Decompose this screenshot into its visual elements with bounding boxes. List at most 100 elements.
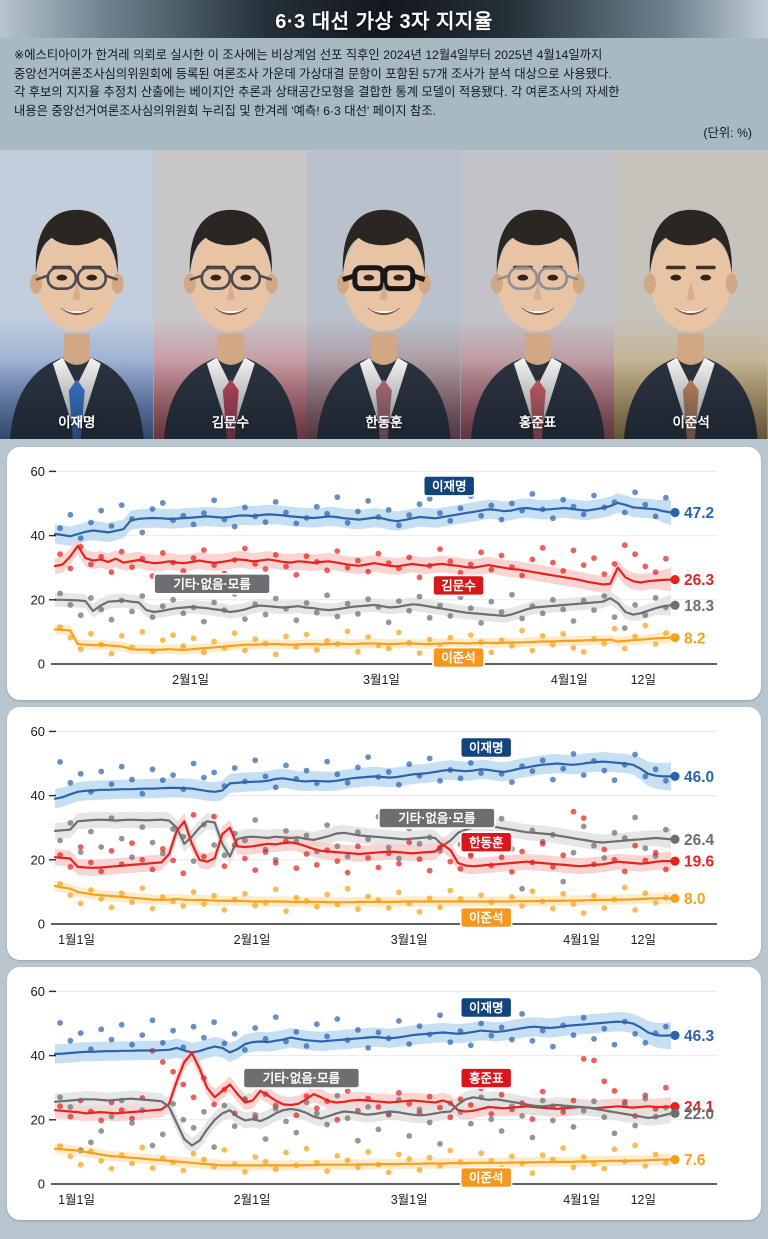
poll-point bbox=[108, 569, 115, 576]
poll-point bbox=[98, 1158, 105, 1164]
poll-point bbox=[632, 1122, 638, 1129]
poll-point bbox=[303, 851, 310, 857]
poll-point bbox=[149, 866, 156, 873]
poll-point bbox=[231, 630, 238, 637]
poll-point bbox=[447, 1147, 454, 1154]
poll-point bbox=[355, 648, 361, 655]
series-badge: 김문수 bbox=[432, 574, 485, 597]
poll-point bbox=[539, 757, 546, 764]
poll-point bbox=[139, 529, 146, 536]
poll-point bbox=[221, 1102, 228, 1109]
poll-point bbox=[88, 1139, 94, 1146]
poll-point bbox=[488, 1032, 495, 1039]
poll-point bbox=[344, 853, 351, 860]
poll-point bbox=[57, 881, 63, 887]
poll-point bbox=[334, 1092, 341, 1099]
poll-point bbox=[190, 555, 197, 561]
poll-point bbox=[529, 647, 536, 654]
poll-point bbox=[426, 755, 433, 762]
poll-point bbox=[242, 837, 248, 844]
poll-point bbox=[478, 549, 484, 556]
poll-point bbox=[108, 847, 115, 854]
y-tick-label: 20 bbox=[31, 852, 45, 867]
poll-point bbox=[632, 907, 638, 913]
poll-point bbox=[663, 494, 669, 501]
poll-point bbox=[201, 774, 207, 781]
poll-point bbox=[355, 611, 361, 617]
poll-point bbox=[539, 1027, 546, 1034]
poll-point bbox=[170, 596, 177, 603]
poll-point bbox=[663, 777, 669, 784]
poll-point bbox=[159, 777, 166, 784]
poll-point bbox=[642, 857, 649, 864]
poll-point bbox=[283, 1118, 289, 1125]
poll-point bbox=[293, 1029, 300, 1035]
poll-point bbox=[190, 812, 197, 818]
poll-point bbox=[365, 836, 371, 843]
poll-point bbox=[509, 643, 515, 649]
poll-point bbox=[324, 1121, 330, 1128]
poll-point bbox=[580, 562, 587, 568]
poll-point bbox=[313, 647, 320, 653]
poll-point bbox=[416, 856, 423, 863]
poll-point bbox=[570, 808, 577, 815]
poll-point bbox=[437, 1104, 443, 1111]
poll-point bbox=[385, 905, 392, 911]
poll-point bbox=[601, 1114, 608, 1121]
poll-point bbox=[539, 840, 546, 847]
candidate-name-label: 한동훈 bbox=[365, 415, 403, 430]
series-badge: 이재명 bbox=[459, 736, 513, 759]
poll-point bbox=[519, 903, 525, 909]
poll-point bbox=[632, 551, 638, 558]
poll-point bbox=[570, 849, 577, 856]
poll-point bbox=[642, 622, 649, 629]
poll-point bbox=[385, 844, 392, 851]
poll-point bbox=[355, 906, 361, 913]
poll-point bbox=[170, 632, 177, 638]
poll-point bbox=[580, 823, 587, 830]
poll-point bbox=[457, 505, 464, 512]
poll-point bbox=[539, 544, 546, 551]
poll-point bbox=[283, 1149, 289, 1156]
poll-point bbox=[303, 1145, 310, 1152]
svg-text:홍준표: 홍준표 bbox=[469, 1071, 504, 1086]
poll-point bbox=[642, 773, 649, 780]
poll-point bbox=[355, 1164, 361, 1171]
trend-line bbox=[53, 628, 673, 651]
poll-point bbox=[262, 1136, 269, 1142]
poll-point bbox=[385, 619, 392, 626]
candidate-name-label: 홍준표 bbox=[518, 415, 557, 430]
poll-point bbox=[88, 561, 94, 568]
poll-point bbox=[77, 844, 84, 850]
poll-point bbox=[355, 843, 361, 850]
poll-point bbox=[447, 613, 454, 619]
poll-point bbox=[416, 650, 423, 656]
series-badge: 이준석 bbox=[432, 646, 485, 669]
poll-point bbox=[437, 904, 443, 911]
poll-point bbox=[478, 512, 484, 519]
poll-point bbox=[509, 591, 515, 598]
final-value-label: 22.0 bbox=[684, 1106, 714, 1123]
poll-point bbox=[88, 859, 94, 866]
poll-point bbox=[632, 489, 638, 496]
y-tick-label: 20 bbox=[31, 1112, 45, 1127]
poll-point bbox=[334, 494, 341, 500]
poll-point bbox=[467, 1120, 474, 1127]
poll-point bbox=[324, 891, 330, 898]
poll-point bbox=[447, 1114, 454, 1121]
poll-point bbox=[396, 598, 402, 604]
poll-point bbox=[355, 557, 361, 564]
end-marker bbox=[670, 507, 680, 518]
poll-point bbox=[601, 905, 608, 911]
poll-point bbox=[252, 1112, 259, 1118]
poll-point bbox=[170, 1027, 177, 1034]
poll-point bbox=[406, 607, 413, 614]
poll-point bbox=[498, 1024, 505, 1031]
series-badge: 기타·없음·모름 bbox=[242, 1067, 361, 1089]
poll-point bbox=[447, 858, 454, 865]
poll-point bbox=[180, 870, 187, 877]
poll-point bbox=[211, 599, 218, 606]
poll-point bbox=[509, 894, 515, 900]
poll-point bbox=[129, 1041, 135, 1048]
trend-line bbox=[53, 597, 673, 617]
